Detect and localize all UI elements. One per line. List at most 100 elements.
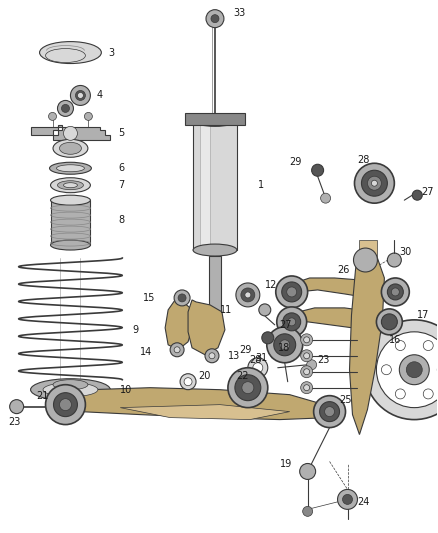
Circle shape: [381, 314, 397, 330]
Ellipse shape: [60, 142, 81, 154]
Bar: [209, 256, 221, 316]
Text: 10: 10: [120, 385, 133, 394]
Text: 23: 23: [9, 417, 21, 426]
Circle shape: [367, 176, 381, 190]
Circle shape: [85, 112, 92, 120]
Circle shape: [61, 104, 70, 112]
Circle shape: [354, 163, 394, 203]
Circle shape: [423, 389, 433, 399]
Text: 14: 14: [140, 347, 152, 357]
Polygon shape: [290, 308, 392, 330]
Circle shape: [178, 294, 186, 302]
Circle shape: [60, 399, 71, 410]
Bar: [360, 240, 378, 260]
Text: 29: 29: [240, 345, 252, 355]
Text: 17: 17: [417, 310, 430, 320]
Text: 16: 16: [389, 335, 402, 345]
Text: 26: 26: [338, 265, 350, 275]
Circle shape: [64, 126, 78, 140]
Circle shape: [206, 10, 224, 28]
Text: 33: 33: [233, 7, 245, 18]
Bar: [193, 120, 237, 250]
Ellipse shape: [57, 165, 85, 172]
Circle shape: [170, 343, 184, 357]
Circle shape: [304, 337, 310, 343]
Circle shape: [392, 288, 399, 296]
Circle shape: [184, 378, 192, 386]
Circle shape: [280, 340, 290, 350]
Circle shape: [209, 353, 215, 359]
Circle shape: [49, 112, 57, 120]
Text: 15: 15: [143, 293, 155, 303]
Circle shape: [343, 495, 353, 504]
Circle shape: [304, 385, 310, 391]
Text: 29: 29: [289, 157, 302, 167]
Polygon shape: [31, 125, 110, 140]
Circle shape: [300, 464, 316, 480]
Text: 21: 21: [36, 391, 49, 401]
Text: 4: 4: [96, 91, 102, 100]
Ellipse shape: [53, 379, 88, 390]
Circle shape: [235, 375, 261, 401]
Circle shape: [314, 395, 346, 427]
Ellipse shape: [193, 115, 237, 126]
Circle shape: [174, 290, 190, 306]
Circle shape: [406, 362, 422, 378]
Circle shape: [211, 15, 219, 22]
Ellipse shape: [50, 240, 90, 250]
Circle shape: [300, 334, 313, 346]
Circle shape: [307, 360, 317, 370]
Circle shape: [376, 309, 403, 335]
Polygon shape: [120, 405, 290, 419]
Circle shape: [10, 400, 24, 414]
Circle shape: [287, 287, 297, 297]
Circle shape: [78, 92, 83, 99]
Circle shape: [311, 164, 324, 176]
Text: 18: 18: [277, 343, 290, 353]
Circle shape: [321, 193, 331, 203]
Circle shape: [276, 276, 307, 308]
Circle shape: [259, 304, 271, 316]
Circle shape: [381, 365, 392, 375]
Circle shape: [282, 282, 302, 302]
Circle shape: [236, 283, 260, 307]
Circle shape: [303, 506, 313, 516]
Circle shape: [353, 248, 378, 272]
Circle shape: [361, 170, 387, 196]
Ellipse shape: [39, 42, 101, 63]
Circle shape: [304, 369, 310, 375]
Text: 5: 5: [118, 128, 124, 139]
Circle shape: [320, 402, 339, 422]
Text: 13: 13: [228, 351, 240, 361]
Ellipse shape: [193, 244, 237, 256]
Text: 11: 11: [220, 305, 232, 315]
Text: 27: 27: [280, 320, 292, 330]
Circle shape: [75, 91, 85, 100]
Text: 19: 19: [280, 459, 292, 470]
Circle shape: [53, 393, 78, 417]
Circle shape: [245, 292, 251, 298]
Circle shape: [364, 320, 438, 419]
Circle shape: [174, 347, 180, 353]
Circle shape: [300, 366, 313, 378]
Circle shape: [283, 313, 300, 331]
Circle shape: [376, 332, 438, 408]
Circle shape: [57, 100, 74, 116]
Circle shape: [274, 334, 296, 356]
Polygon shape: [56, 387, 335, 419]
Circle shape: [71, 85, 90, 106]
Circle shape: [288, 318, 296, 326]
Circle shape: [387, 253, 401, 267]
Circle shape: [253, 363, 263, 373]
Circle shape: [423, 341, 433, 351]
Polygon shape: [350, 252, 385, 434]
Ellipse shape: [57, 181, 83, 190]
Circle shape: [300, 350, 313, 362]
Ellipse shape: [43, 383, 98, 397]
Circle shape: [180, 374, 196, 390]
Bar: [185, 114, 245, 125]
Circle shape: [399, 355, 429, 385]
Ellipse shape: [53, 139, 88, 157]
Text: 27: 27: [421, 187, 434, 197]
Bar: [200, 125, 210, 245]
